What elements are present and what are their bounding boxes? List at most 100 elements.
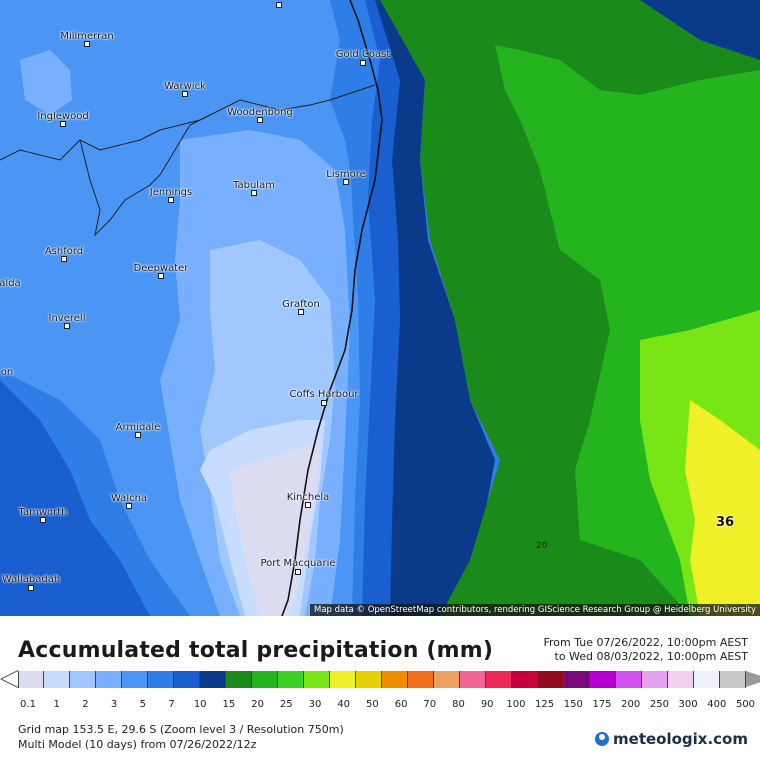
town-dot-jennings	[168, 197, 174, 203]
scale-color-cell	[642, 671, 668, 688]
scale-tick-label: 100	[506, 699, 526, 710]
scale-color-cell	[122, 671, 148, 688]
scale-color-cell	[486, 671, 512, 688]
town-dot-ashford	[61, 256, 67, 262]
map-attribution[interactable]: Map data © OpenStreetMap contributors, r…	[310, 604, 760, 616]
scale-color-cell	[70, 671, 96, 688]
precipitation-map[interactable]: Millmerran Gold Coast Warwick Inglewood …	[0, 0, 760, 616]
scale-color-cell	[538, 671, 564, 688]
town-label-jennings: Jennings	[149, 187, 193, 198]
town-dot-inglewood	[60, 121, 66, 127]
scale-tick-label: 20	[251, 699, 264, 710]
grid-info-block: Grid map 153.5 E, 29.6 S (Zoom level 3 /…	[18, 722, 344, 752]
scale-tick-label: 50	[366, 699, 379, 710]
scale-tick-label: 7	[168, 699, 175, 710]
scale-tick-label: 5	[139, 699, 146, 710]
scale-tick-label: 200	[621, 699, 641, 710]
town-dot-woodenbong	[257, 117, 263, 123]
scale-color-cell	[408, 671, 434, 688]
town-label-grafton: Grafton	[282, 299, 320, 310]
scale-tick-label: 2	[82, 699, 89, 710]
contour-label: 20	[536, 541, 548, 551]
period-to: to Wed 08/03/2022, 10:00pm AEST	[554, 650, 748, 663]
town-dot-lismore	[343, 179, 349, 185]
legend-panel: Accumulated total precipitation (mm) Fro…	[0, 616, 760, 760]
scale-tick-label: 80	[452, 699, 465, 710]
period-from: From Tue 07/26/2022, 10:00pm AEST	[543, 636, 749, 649]
meteologix-logo-icon	[595, 732, 610, 746]
town-label-inglewood: Inglewood	[37, 111, 89, 122]
forecast-period: From Tue 07/26/2022, 10:00pm AEST to Wed…	[544, 636, 749, 664]
scale-tick-label: 250	[649, 699, 669, 710]
scale-tick-label: 30	[308, 699, 322, 710]
scale-color-cell	[590, 671, 616, 688]
scale-color-cell	[174, 671, 200, 688]
town-dot-inverell	[64, 323, 70, 329]
scale-color-cell	[668, 671, 694, 688]
scale-color-cell	[512, 671, 538, 688]
scale-color-cell	[148, 671, 174, 688]
town-label-kinchela: Kinchela	[286, 492, 330, 503]
scale-tick-label: 300	[678, 699, 698, 710]
scale-tick-label: 70	[423, 699, 437, 710]
scale-color-cell	[226, 671, 252, 688]
town-dot-millmerran	[84, 41, 90, 47]
town-dot-grafton	[298, 309, 304, 315]
town-label-alda: alda	[0, 278, 21, 289]
brand-logo[interactable]: meteologix.com	[595, 730, 748, 748]
town-label-wallabadah: Wallabadah	[1, 574, 61, 585]
scale-color-cell	[330, 671, 356, 688]
scale-color-cell	[200, 671, 226, 688]
town-label-walcha: Walcha	[110, 493, 148, 504]
scale-color-cell	[252, 671, 278, 688]
town-label-port-macquarie: Port Macquarie	[260, 558, 336, 569]
scale-color-cell	[356, 671, 382, 688]
town-dot-coffs-harbour	[321, 400, 327, 406]
scale-tick-label: 10	[193, 699, 207, 710]
scale-color-cell	[278, 671, 304, 688]
town-dot-gold-coast	[360, 60, 366, 66]
town-dot-port-macquarie	[295, 569, 301, 575]
town-label-tamworth: Tamworth	[18, 507, 68, 518]
town-label-armidale: Armidale	[115, 422, 161, 433]
brand-name: meteologix.com	[613, 730, 748, 748]
scale-tick-label: 0.1	[20, 699, 36, 710]
scale-tick-label: 175	[592, 699, 612, 710]
scale-tick-label: 15	[222, 699, 236, 710]
scale-bar	[18, 671, 746, 688]
scale-color-cell	[720, 671, 746, 688]
town-label-woodenbong: Woodenbong	[227, 107, 293, 118]
scale-tick-label: 1	[53, 699, 60, 710]
town-label-on: on	[0, 367, 14, 378]
map-canvas	[0, 0, 760, 616]
scale-color-cell	[382, 671, 408, 688]
town-label-coffs-harbour: Coffs Harbour	[289, 389, 359, 400]
scale-tick-label: 3	[110, 699, 118, 710]
town-dot-tabulam	[251, 190, 257, 196]
town-label-warwick: Warwick	[164, 81, 206, 92]
scale-tick-label: 500	[735, 699, 756, 710]
scale-color-cell	[18, 671, 44, 688]
scale-color-cell	[460, 671, 486, 688]
scale-color-cell	[434, 671, 460, 688]
town-dot-kinchela	[305, 502, 311, 508]
scale-tick-label: 60	[394, 699, 408, 710]
scale-color-cell	[304, 671, 330, 688]
town-dot-walcha	[126, 503, 132, 509]
town-dot-deepwater	[158, 273, 164, 279]
scale-tick-label: 150	[563, 699, 583, 710]
town-dot-tamworth	[40, 517, 46, 523]
scale-color-cell	[616, 671, 642, 688]
town-label-lismore: Lismore	[326, 169, 366, 180]
town-label-deepwater: Deepwater	[133, 263, 189, 274]
town-label-inverell: Inverell	[48, 313, 86, 324]
model-info: Multi Model (10 days) from 07/26/2022/12…	[18, 738, 257, 751]
max-value-label: 36	[716, 515, 735, 530]
scale-tick-label: 90	[480, 699, 494, 710]
scale-color-cell	[44, 671, 70, 688]
scale-max-arrow-icon	[746, 671, 760, 687]
scale-tick-label: 125	[535, 699, 555, 710]
town-dot-wallabadah	[28, 585, 34, 591]
town-label-millmerran: Millmerran	[60, 31, 114, 42]
scale-color-cell	[96, 671, 122, 688]
